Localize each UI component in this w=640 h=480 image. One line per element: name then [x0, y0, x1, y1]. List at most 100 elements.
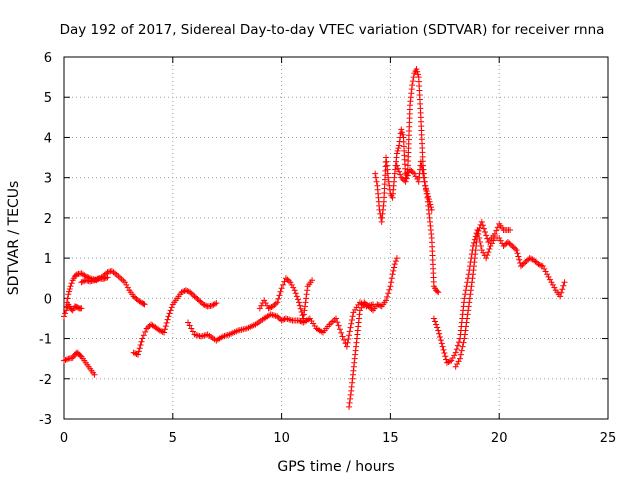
data-point — [197, 298, 204, 305]
data-point — [396, 142, 403, 149]
data-point — [437, 337, 444, 344]
data-point — [63, 303, 70, 310]
data-point — [72, 272, 79, 279]
data-point — [299, 312, 306, 319]
data-point — [532, 258, 539, 265]
y-tick-label: -3 — [39, 413, 52, 428]
data-point — [502, 241, 509, 248]
data-point — [435, 327, 442, 334]
data-point — [288, 281, 295, 288]
data-point — [368, 306, 375, 313]
x-tick-label: 15 — [382, 431, 399, 446]
data-point — [141, 301, 148, 308]
data-point — [124, 284, 131, 291]
data-point — [372, 174, 379, 181]
data-point — [274, 299, 281, 306]
data-point — [61, 313, 67, 320]
data-point — [474, 230, 481, 237]
data-point — [304, 287, 311, 294]
data-point — [62, 357, 69, 364]
data-point — [261, 297, 268, 304]
data-point — [388, 279, 395, 286]
data-point — [432, 318, 439, 325]
data-point — [428, 206, 435, 213]
data-point — [411, 170, 418, 177]
data-point — [449, 354, 456, 361]
data-point — [78, 305, 85, 312]
data-point — [418, 162, 425, 169]
data-point — [507, 226, 514, 233]
data-point — [519, 261, 526, 268]
data-point — [491, 230, 498, 237]
data-point — [137, 341, 144, 348]
data-point — [193, 294, 200, 301]
data-point — [398, 174, 405, 181]
data-point — [408, 167, 415, 174]
data-point — [510, 244, 517, 251]
data-point — [424, 190, 431, 197]
x-tick-label: 5 — [169, 431, 177, 446]
data-point — [142, 328, 149, 335]
data-point — [361, 299, 368, 306]
data-point — [478, 218, 485, 225]
data-point — [483, 255, 490, 262]
data-point — [338, 329, 345, 336]
y-tick-label: 4 — [44, 131, 52, 146]
data-point — [200, 301, 207, 308]
data-point — [425, 193, 432, 200]
data-point — [494, 224, 501, 231]
data-point — [296, 302, 303, 309]
data-point — [346, 332, 353, 339]
data-point — [561, 279, 568, 286]
data-point — [406, 166, 413, 173]
data-point — [462, 327, 469, 334]
data-point — [300, 315, 307, 322]
data-point — [391, 264, 398, 271]
data-point — [478, 247, 485, 254]
data-point — [536, 261, 543, 268]
data-point — [396, 168, 403, 175]
data-point — [461, 335, 468, 342]
data-point — [487, 243, 494, 250]
data-point — [412, 173, 419, 180]
data-point — [461, 331, 468, 338]
x-tick-label: 20 — [491, 431, 508, 446]
data-point — [135, 348, 142, 355]
data-point — [362, 300, 369, 307]
data-point — [516, 256, 523, 263]
data-point — [526, 255, 533, 262]
data-point — [262, 300, 269, 307]
data-point — [479, 222, 486, 229]
data-point — [384, 293, 391, 300]
data-point — [297, 305, 304, 312]
data-point — [391, 261, 398, 268]
data-point — [349, 313, 356, 320]
data-point — [512, 245, 519, 252]
data-point — [195, 297, 202, 304]
y-axis-label: SDTVAR / TECUs — [6, 181, 22, 296]
data-point — [161, 329, 168, 336]
data-point — [484, 235, 491, 242]
data-point — [448, 357, 455, 364]
data-point — [395, 145, 402, 152]
data-point — [340, 336, 347, 343]
data-point — [189, 328, 196, 335]
y-tick-label: 6 — [44, 51, 52, 66]
data-point — [345, 336, 352, 343]
data-point — [385, 178, 392, 185]
data-point — [464, 315, 471, 322]
data-point — [292, 290, 299, 297]
data-point — [560, 282, 567, 289]
data-point — [399, 131, 406, 138]
data-point — [348, 320, 355, 327]
data-point — [335, 322, 342, 329]
data-point — [383, 297, 390, 304]
data-point — [398, 126, 405, 133]
data-point — [309, 277, 316, 284]
data-point — [467, 287, 474, 294]
data-point — [280, 316, 287, 323]
data-point — [303, 291, 310, 298]
data-point — [134, 351, 141, 358]
data-point — [282, 275, 289, 282]
